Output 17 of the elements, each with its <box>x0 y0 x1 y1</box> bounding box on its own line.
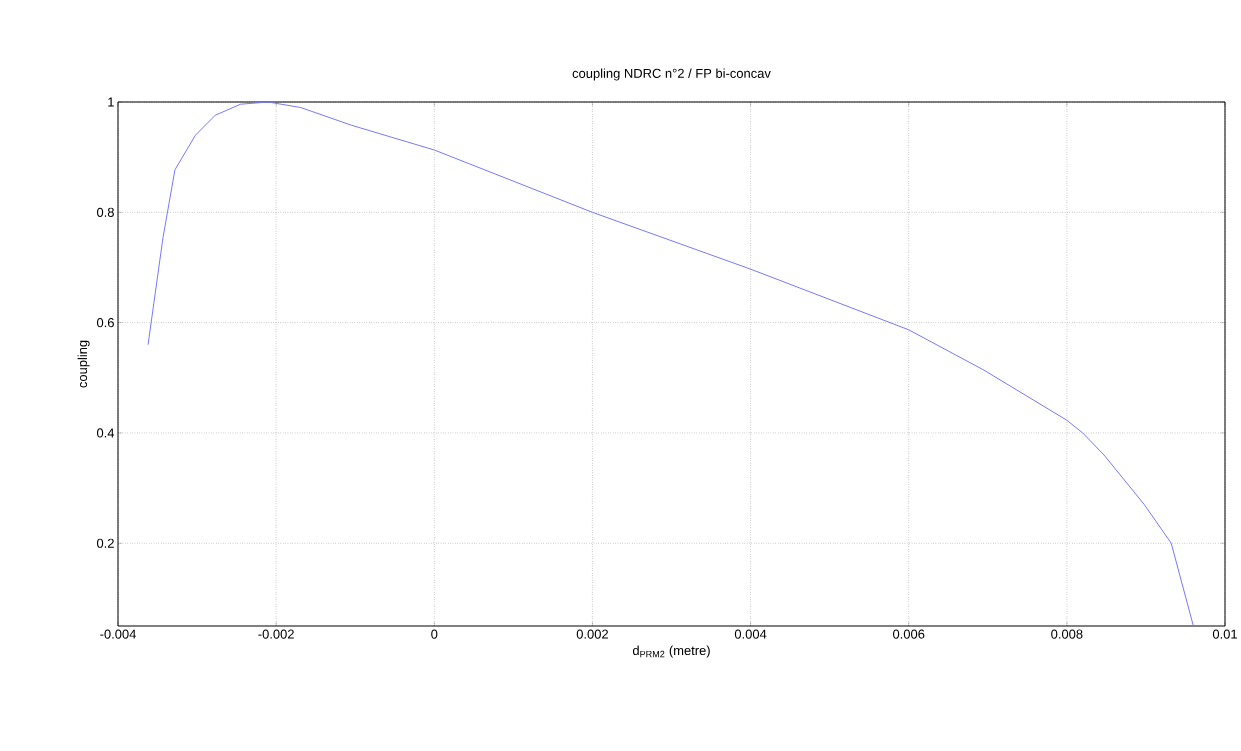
y-tick-label: 0.2 <box>96 538 114 548</box>
y-tick-label: 0.8 <box>96 207 114 217</box>
x-tick-label: -0.002 <box>258 629 294 639</box>
x-tick-label: 0.004 <box>734 629 767 639</box>
y-tick-label: 0.6 <box>96 318 114 328</box>
y-tick-label: 1 <box>108 97 114 107</box>
chart-title: coupling NDRC n°2 / FP bi-concav <box>572 68 771 81</box>
x-tick-label: 0 <box>431 629 438 639</box>
x-tick-label: 0.008 <box>1051 629 1083 639</box>
x-tick-label: 0.01 <box>1212 629 1237 639</box>
y-tick-label: 0.4 <box>96 428 115 438</box>
x-tick-label: -0.004 <box>100 629 136 639</box>
x-tick-label: 0.006 <box>893 629 925 639</box>
y-axis-title: coupling <box>77 340 90 388</box>
x-tick-label: 0.002 <box>576 629 608 639</box>
x-axis-title: d$_{PRM2}$ (metre) <box>632 645 710 658</box>
line-series <box>147 102 1194 626</box>
